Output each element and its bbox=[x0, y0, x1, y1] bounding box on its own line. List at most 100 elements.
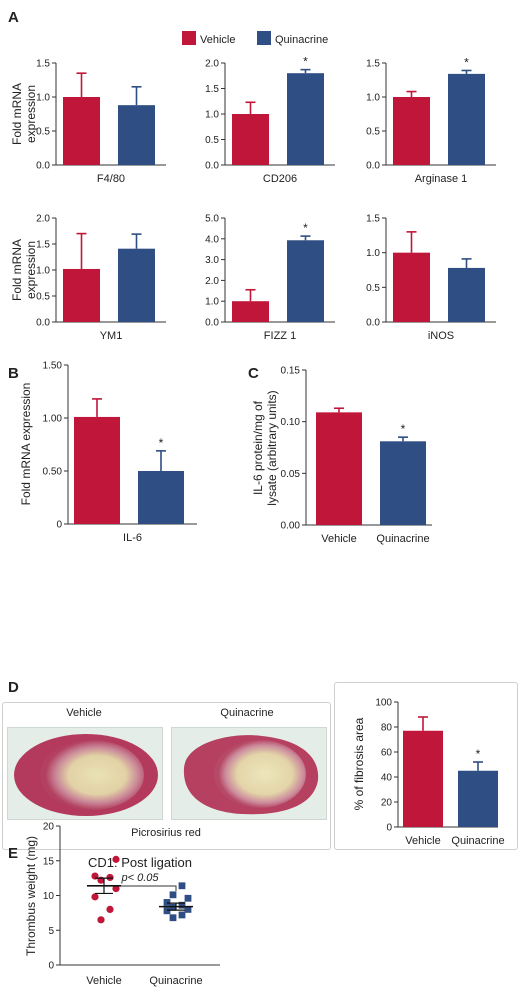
panel-d-right-frame bbox=[334, 682, 518, 850]
bar-vehicle bbox=[403, 730, 443, 827]
legend-swatch-vehicle bbox=[182, 31, 196, 45]
panel-letter-d: D bbox=[8, 679, 19, 696]
y-tick-label-A-YM1: 1.5 bbox=[36, 240, 50, 251]
y-tick-label-E-thrombus: 5 bbox=[48, 926, 54, 937]
data-point-vehicle bbox=[106, 905, 114, 914]
ylabel-a-row1-line2: expression bbox=[24, 85, 38, 143]
y-tick-label-A-FIZZ1: 2.0 bbox=[205, 276, 219, 287]
bar-quinacrine bbox=[118, 105, 155, 165]
x-category-label: Quinacrine bbox=[376, 533, 429, 545]
data-point-vehicle bbox=[106, 873, 114, 882]
y-tick-label-D-fibrosis: 40 bbox=[381, 773, 393, 784]
data-point-quinacrine bbox=[163, 899, 171, 906]
y-tick-label-A-Arginase1: 0.5 bbox=[366, 127, 380, 138]
y-tick-label-B-IL6: 1.50 bbox=[43, 361, 63, 372]
bar-vehicle bbox=[63, 268, 100, 322]
ylabel-b: Fold mRNA expression bbox=[19, 383, 33, 506]
data-point-vehicle bbox=[91, 893, 99, 901]
y-tick-label-A-iNOS: 0.0 bbox=[366, 318, 380, 329]
legend-label-quinacrine: Quinacrine bbox=[275, 34, 328, 46]
data-point-quinacrine bbox=[169, 914, 177, 922]
bar-vehicle bbox=[316, 412, 362, 525]
ylabel-e: Thrombus weight (mg) bbox=[24, 836, 38, 956]
panel-letter-b: B bbox=[8, 365, 19, 382]
x-category-label: Vehicle bbox=[405, 835, 440, 847]
bar-quinacrine bbox=[448, 267, 485, 322]
y-tick-label-C-IL6protein: 0.00 bbox=[281, 521, 301, 532]
y-tick-label-E-thrombus: 10 bbox=[43, 891, 55, 902]
pvalue-label: p< 0.05 bbox=[120, 872, 159, 884]
legend-swatch-quinacrine bbox=[257, 31, 271, 45]
x-label-gene: Arginase 1 bbox=[415, 173, 468, 185]
y-tick-label-A-CD206: 0.0 bbox=[205, 161, 219, 172]
y-tick-label-A-F4/80: 0.5 bbox=[36, 127, 50, 138]
photo-label-quinacrine: Quinacrine bbox=[220, 707, 273, 719]
data-point-quinacrine bbox=[178, 882, 186, 890]
y-tick-label-A-F4/80: 1.5 bbox=[36, 59, 50, 70]
y-tick-label-D-fibrosis: 80 bbox=[381, 723, 393, 734]
y-tick-label-A-FIZZ1: 0.0 bbox=[205, 318, 219, 329]
significance-star: * bbox=[464, 55, 469, 69]
stain-caption: Picrosirius red bbox=[131, 827, 201, 839]
y-tick-label-A-FIZZ1: 3.0 bbox=[205, 255, 219, 266]
bar-quinacrine bbox=[448, 73, 485, 165]
quinacrine-tissue-image bbox=[172, 728, 326, 819]
significance-star: * bbox=[303, 221, 308, 235]
bar-quinacrine bbox=[458, 770, 498, 827]
photo-quinacrine-heart-section bbox=[171, 727, 327, 820]
significance-star: * bbox=[401, 422, 406, 436]
legend-label-vehicle: Vehicle bbox=[200, 34, 235, 46]
data-point-quinacrine bbox=[178, 901, 186, 909]
bar-quinacrine bbox=[287, 73, 324, 165]
y-tick-label-C-IL6protein: 0.15 bbox=[281, 366, 301, 377]
y-tick-label-D-fibrosis: 60 bbox=[381, 748, 393, 759]
data-point-quinacrine bbox=[178, 911, 186, 919]
y-tick-label-A-CD206: 1.0 bbox=[205, 110, 219, 121]
photo-label-vehicle: Vehicle bbox=[66, 707, 101, 719]
y-tick-label-A-Arginase1: 0.0 bbox=[366, 161, 380, 172]
y-tick-label-A-YM1: 1.0 bbox=[36, 266, 50, 277]
x-category-label-e: Quinacrine bbox=[149, 975, 202, 987]
ylabel-d: % of fibrosis area bbox=[352, 717, 366, 810]
y-tick-label-C-IL6protein: 0.10 bbox=[281, 417, 301, 428]
bar-vehicle bbox=[393, 97, 430, 165]
y-tick-label-A-YM1: 0.5 bbox=[36, 292, 50, 303]
ylabel-c-line2: lysate (arbitrary units) bbox=[265, 390, 279, 505]
y-tick-label-E-thrombus: 20 bbox=[43, 822, 55, 833]
panel-letter-c: C bbox=[248, 365, 259, 382]
y-tick-label-A-FIZZ1: 4.0 bbox=[205, 234, 219, 245]
significance-star: * bbox=[159, 436, 164, 450]
bar-quinacrine bbox=[380, 441, 426, 525]
bar-quinacrine bbox=[118, 248, 155, 322]
x-label-gene: YM1 bbox=[100, 330, 123, 342]
panel-letter-e: E bbox=[8, 845, 18, 862]
y-tick-label-A-Arginase1: 1.5 bbox=[366, 59, 380, 70]
ylabel-c-line1: IL-6 protein/mg of bbox=[251, 400, 265, 495]
chart-title-e: CD1: Post ligation bbox=[88, 855, 192, 870]
x-label-gene: F4/80 bbox=[97, 173, 125, 185]
bar-vehicle bbox=[63, 97, 100, 165]
y-tick-label-A-CD206: 2.0 bbox=[205, 59, 219, 70]
ylabel-a-row2-line1: Fold mRNA bbox=[10, 239, 24, 301]
y-tick-label-A-iNOS: 1.5 bbox=[366, 214, 380, 225]
photo-vehicle-heart-section bbox=[7, 727, 163, 820]
x-category-label: Quinacrine bbox=[451, 835, 504, 847]
bar-vehicle bbox=[232, 114, 269, 165]
panel-letter-a: A bbox=[8, 9, 19, 26]
vehicle-tissue-image bbox=[8, 728, 162, 819]
y-tick-label-A-F4/80: 0.0 bbox=[36, 161, 50, 172]
y-tick-label-A-FIZZ1: 1.0 bbox=[205, 297, 219, 308]
y-tick-label-A-YM1: 2.0 bbox=[36, 214, 50, 225]
panel-d-left-frame bbox=[2, 702, 331, 850]
y-tick-label-B-IL6: 1.00 bbox=[43, 414, 63, 425]
bar-vehicle bbox=[74, 416, 120, 524]
x-category-label-e: Vehicle bbox=[86, 975, 121, 987]
x-label-gene: iNOS bbox=[428, 330, 454, 342]
y-tick-label-A-F4/80: 1.0 bbox=[36, 93, 50, 104]
data-point-quinacrine bbox=[184, 894, 192, 902]
bar-vehicle bbox=[232, 301, 269, 322]
y-tick-label-D-fibrosis: 100 bbox=[375, 698, 392, 709]
y-tick-label-A-Arginase1: 1.0 bbox=[366, 93, 380, 104]
x-label-gene: FIZZ 1 bbox=[264, 330, 296, 342]
